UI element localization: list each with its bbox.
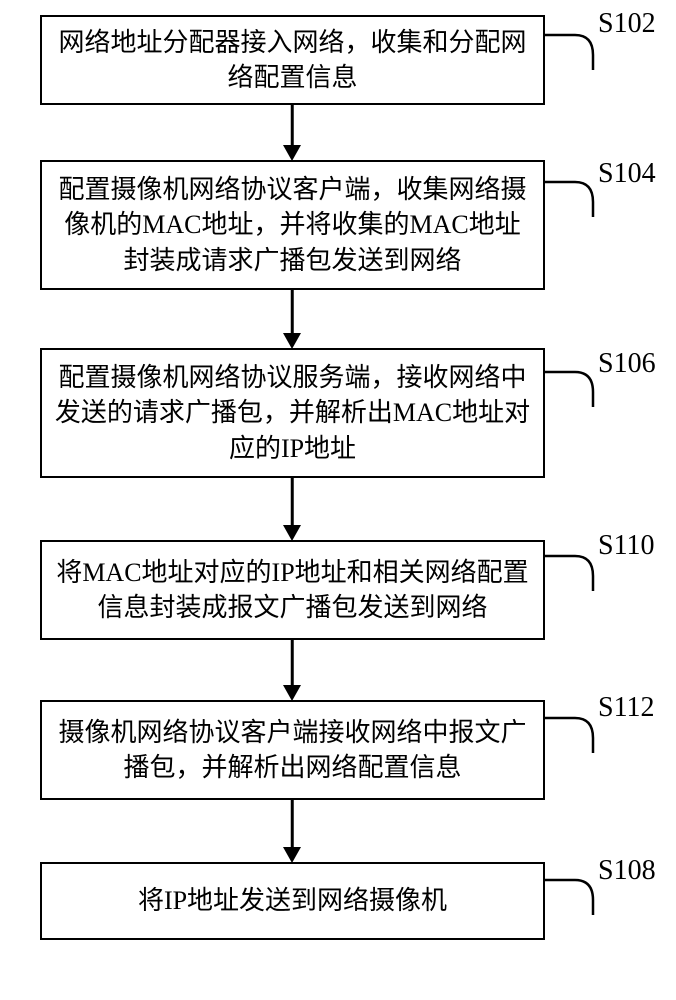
arrow-head-3 — [283, 525, 301, 541]
arrow-4 — [291, 640, 294, 687]
step-label-s102: S102 — [598, 8, 656, 40]
step-text: 网络地址分配器接入网络，收集和分配网络配置信息 — [54, 25, 531, 95]
step-box-s106: 配置摄像机网络协议服务端，接收网络中发送的请求广播包，并解析出MAC地址对应的I… — [40, 348, 545, 478]
arrow-head-4 — [283, 685, 301, 701]
step-text: 配置摄像机网络协议客户端，收集网络摄像机的MAC地址，并将收集的MAC地址封装成… — [54, 172, 531, 277]
arrow-head-5 — [283, 847, 301, 863]
arrow-head-1 — [283, 145, 301, 161]
flowchart-container: 网络地址分配器接入网络，收集和分配网络配置信息 S102 配置摄像机网络协议客户… — [0, 0, 676, 1000]
arrow-1 — [291, 105, 294, 147]
step-text: 摄像机网络协议客户端接收网络中报文广播包，并解析出网络配置信息 — [54, 715, 531, 785]
arrow-head-2 — [283, 333, 301, 349]
step-label-s108: S108 — [598, 855, 656, 887]
label-connector-s108 — [545, 870, 600, 915]
step-box-s104: 配置摄像机网络协议客户端，收集网络摄像机的MAC地址，并将收集的MAC地址封装成… — [40, 160, 545, 290]
step-label-s104: S104 — [598, 158, 656, 190]
label-connector-s110 — [545, 546, 600, 591]
step-box-s112: 摄像机网络协议客户端接收网络中报文广播包，并解析出网络配置信息 — [40, 700, 545, 800]
label-connector-s112 — [545, 708, 600, 753]
step-box-s102: 网络地址分配器接入网络，收集和分配网络配置信息 — [40, 15, 545, 105]
step-label-s110: S110 — [598, 530, 655, 562]
step-box-s110: 将MAC地址对应的IP地址和相关网络配置信息封装成报文广播包发送到网络 — [40, 540, 545, 640]
step-text: 配置摄像机网络协议服务端，接收网络中发送的请求广播包，并解析出MAC地址对应的I… — [54, 360, 531, 465]
step-box-s108: 将IP地址发送到网络摄像机 — [40, 862, 545, 940]
arrow-3 — [291, 478, 294, 527]
step-label-s106: S106 — [598, 348, 656, 380]
step-text: 将MAC地址对应的IP地址和相关网络配置信息封装成报文广播包发送到网络 — [54, 555, 531, 625]
arrow-5 — [291, 800, 294, 849]
step-text: 将IP地址发送到网络摄像机 — [138, 883, 447, 918]
arrow-2 — [291, 290, 294, 335]
label-connector-s104 — [545, 172, 600, 217]
label-connector-s102 — [545, 25, 600, 70]
label-connector-s106 — [545, 362, 600, 407]
step-label-s112: S112 — [598, 692, 655, 724]
